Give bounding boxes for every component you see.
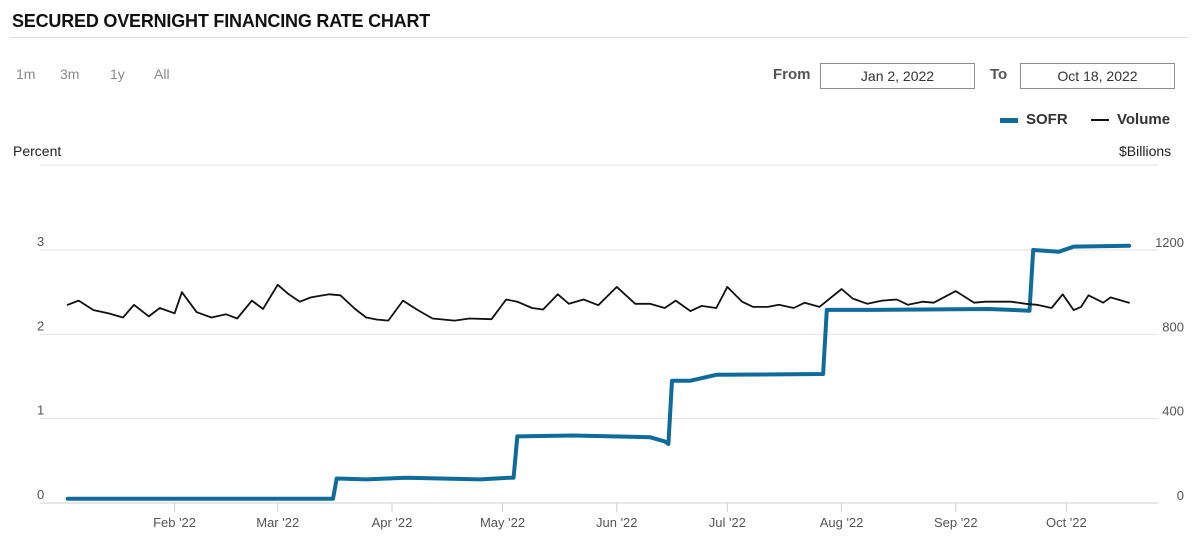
title-divider (10, 37, 1188, 38)
sofr-series-line (65, 243, 1131, 501)
y-left-tick-label: 3 (37, 234, 44, 249)
volume-swatch-icon (1091, 119, 1109, 122)
x-tick-label: May '22 (480, 515, 525, 530)
y-left-tick-label: 2 (37, 318, 44, 333)
y-left-tick-label: 1 (37, 403, 44, 418)
from-label: From (773, 66, 811, 83)
x-tick-label: Feb '22 (153, 515, 196, 530)
y-right-tick-label: 400 (1162, 404, 1184, 419)
y-right-tick-label: 800 (1162, 319, 1184, 334)
x-tick-label: Oct '22 (1046, 515, 1087, 530)
to-label: To (990, 66, 1008, 83)
range-all-button[interactable]: All (154, 66, 170, 82)
x-tick-label: Jun '22 (596, 515, 638, 530)
y-right-axis-title: $Billions (1119, 143, 1172, 159)
legend-item-volume[interactable]: Volume (1091, 111, 1170, 128)
x-tick-label: Jul '22 (709, 515, 746, 530)
x-tick-label: Aug '22 (820, 515, 864, 530)
legend-volume-label: Volume (1117, 111, 1171, 128)
x-tick-label: Apr '22 (372, 515, 413, 530)
y-left-tick-label: 0 (37, 487, 44, 502)
range-1y-button[interactable]: 1y (110, 66, 125, 82)
range-3m-button[interactable]: 3m (60, 66, 80, 82)
x-tick-label: Sep '22 (934, 515, 978, 530)
sofr-swatch-icon (1000, 117, 1018, 123)
y-right-tick-label: 0 (1177, 488, 1184, 503)
x-tick-label: Mar '22 (256, 515, 299, 530)
to-date-input[interactable]: Oct 18, 2022 (1020, 63, 1175, 89)
y-left-axis-title: Percent (13, 143, 62, 159)
legend-item-sofr[interactable]: SOFR (1000, 111, 1068, 128)
y-right-tick-label: 1200 (1155, 235, 1184, 250)
range-1m-button[interactable]: 1m (16, 66, 36, 82)
legend-sofr-label: SOFR (1026, 111, 1068, 128)
from-date-input[interactable]: Jan 2, 2022 (820, 63, 975, 89)
volume-series-line (66, 283, 1130, 322)
page-title: SECURED OVERNIGHT FINANCING RATE CHART (12, 11, 431, 31)
